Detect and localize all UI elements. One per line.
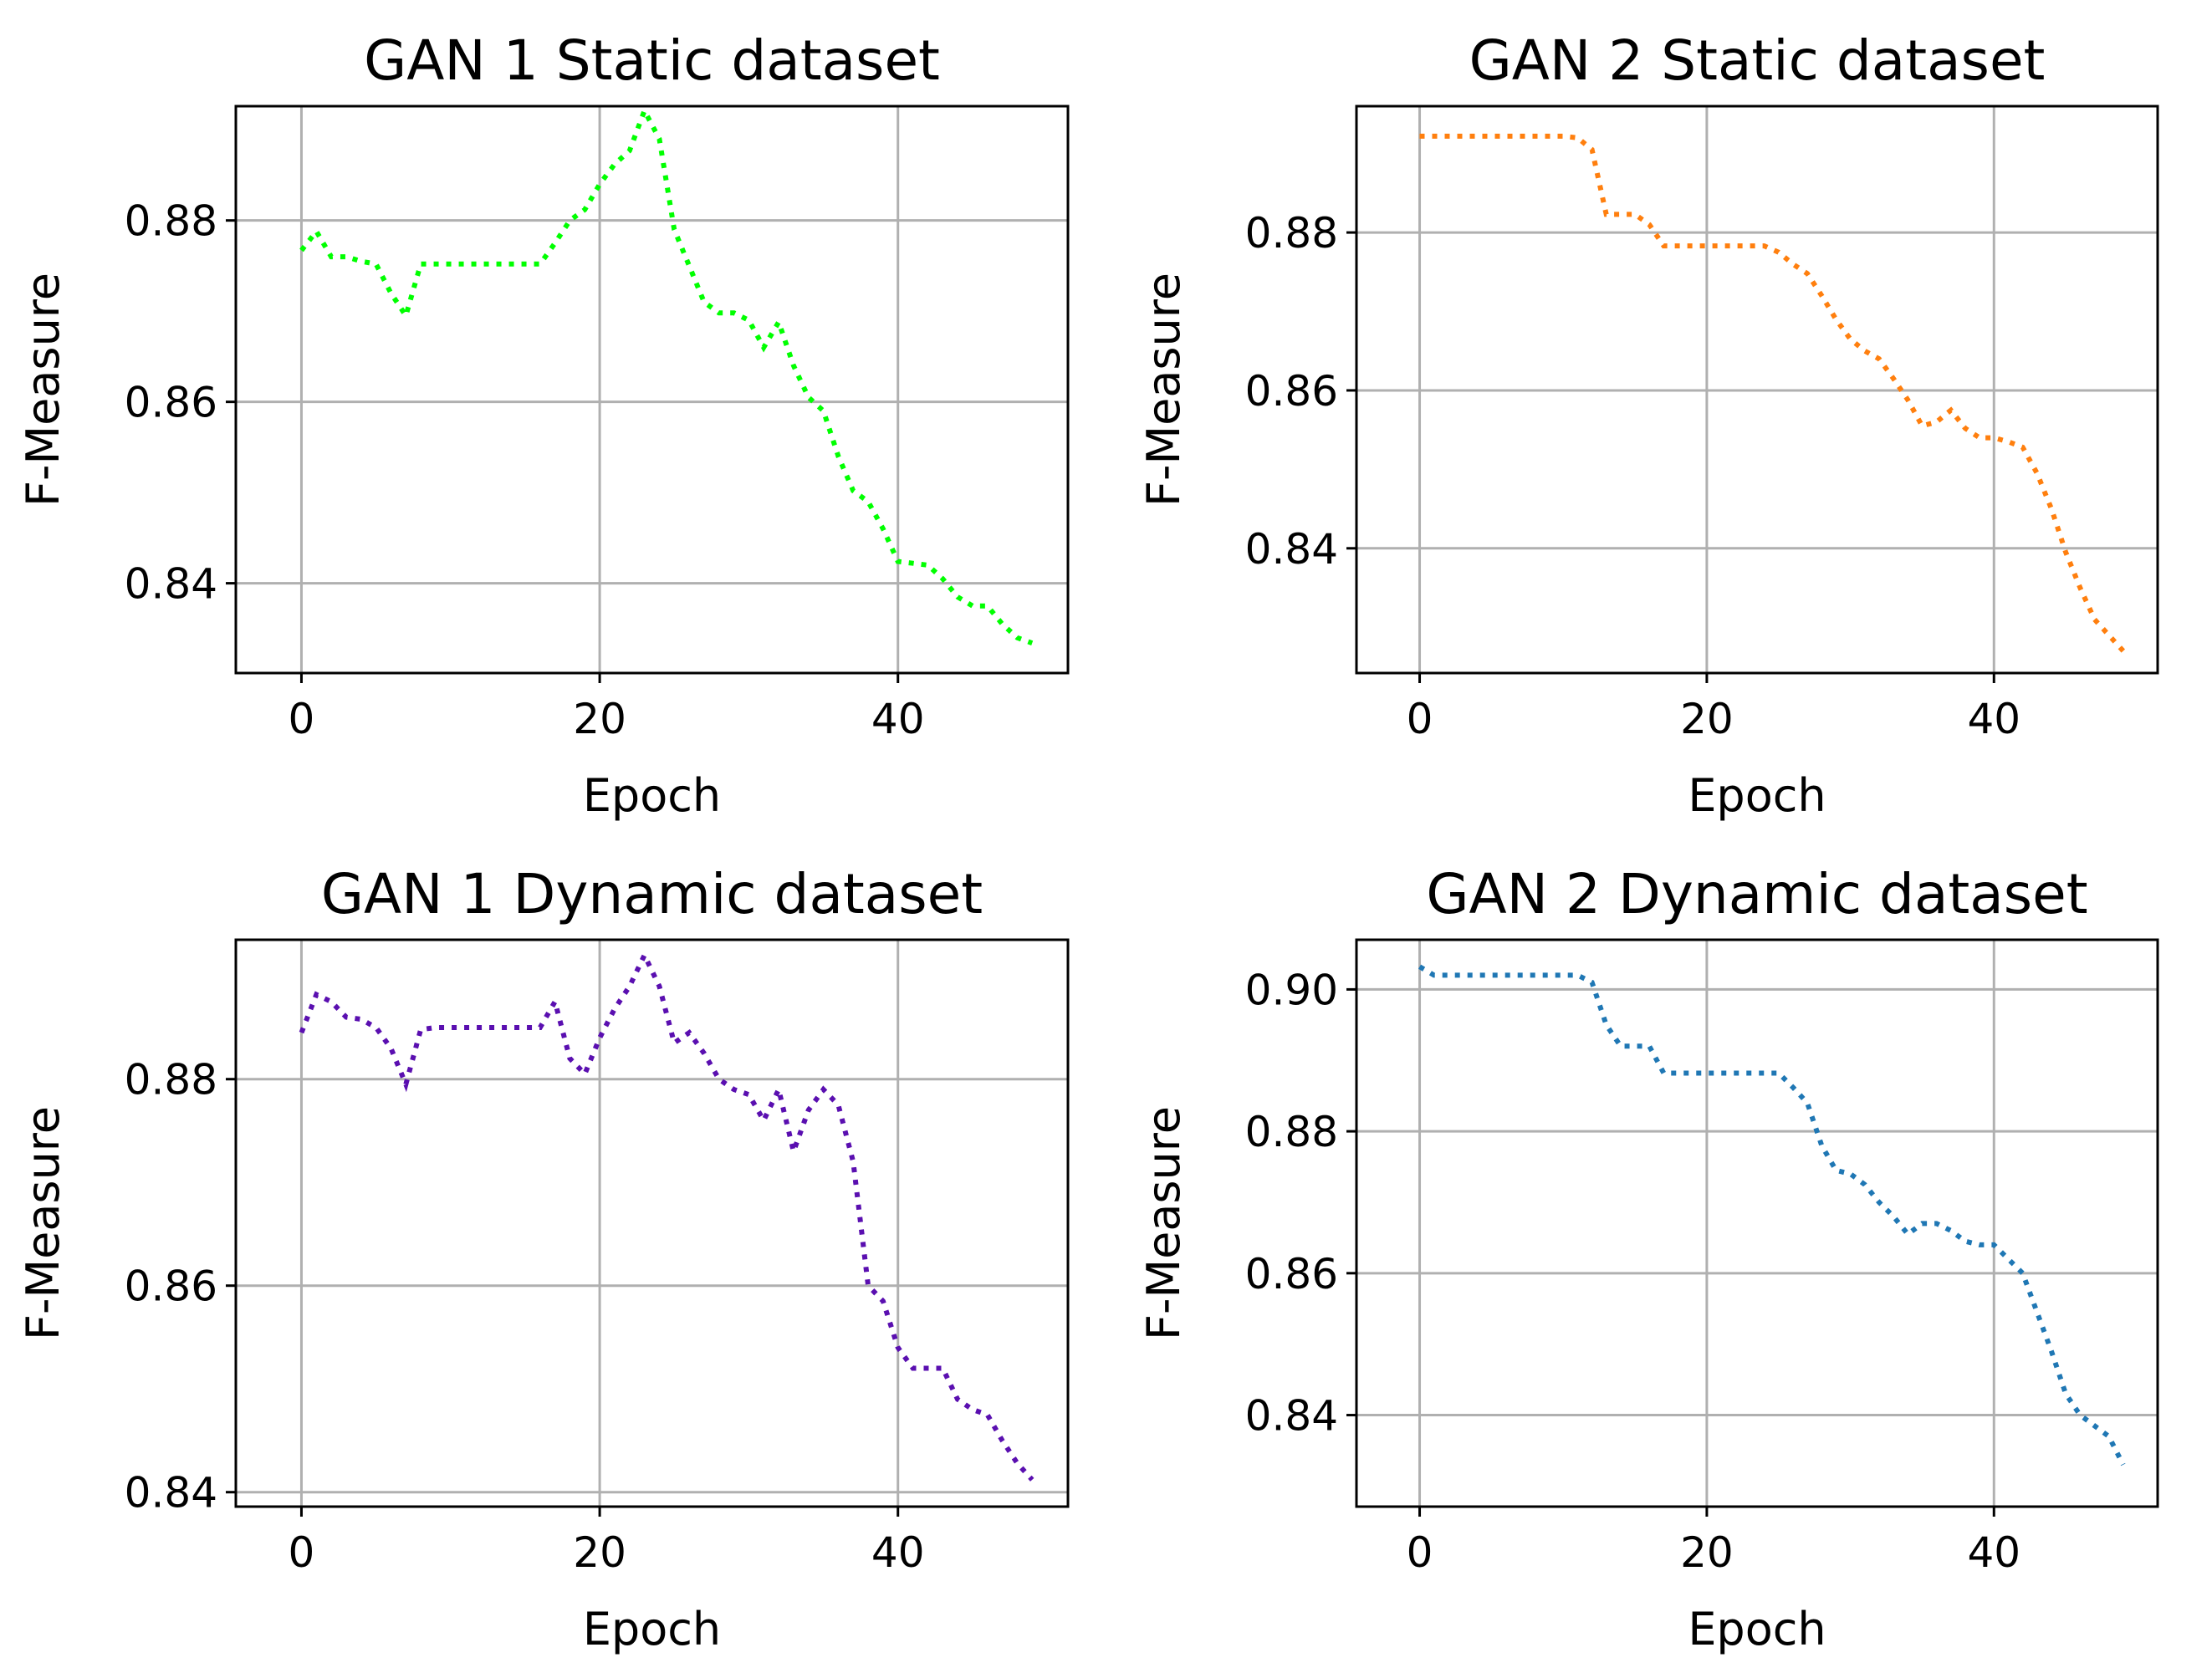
chart-panel-2: 0 20 40 0.84 0.86 0.88 GAN 2 Static dataset Epo…: [1137, 28, 2159, 822]
plot-frame: [234, 938, 1070, 1508]
series-line: [299, 949, 1034, 1482]
chart-panel-1: 0 20 40 0.84 0.86 0.88 GAN 1 Static dataset Epo…: [17, 28, 1070, 822]
y-axis-label: F-Measure: [1137, 1106, 1190, 1340]
y-tick-label: 0.86: [125, 379, 217, 427]
chart-title: GAN 2 Static dataset: [1469, 28, 2046, 93]
x-tick-label: 0: [289, 695, 315, 743]
series-line: [1418, 964, 2126, 1466]
chart-panel-3: 0 20 40 0.84 0.86 0.88 GAN 1 Dynamic dataset Ep…: [17, 862, 1070, 1655]
y-tick-label: 0.86: [1245, 367, 1338, 416]
x-tick-label: 0: [1407, 695, 1433, 743]
x-tick-label: 40: [871, 695, 925, 743]
y-axis-label: F-Measure: [17, 1106, 69, 1340]
x-axis-label: Epoch: [1688, 769, 1826, 822]
y-tick-label: 0.90: [1245, 966, 1338, 1014]
x-axis-label: Epoch: [1688, 1603, 1826, 1655]
chart-title: GAN 2 Dynamic dataset: [1426, 862, 2087, 926]
plot-frame: [234, 105, 1070, 675]
y-tick-label: 0.84: [125, 560, 217, 609]
series-line: [299, 105, 1034, 646]
y-tick-label: 0.88: [125, 197, 217, 246]
y-tick-label: 0.86: [1245, 1250, 1338, 1298]
x-tick-label: 40: [1967, 695, 2020, 743]
x-tick-label: 40: [871, 1528, 925, 1577]
chart-title: GAN 1 Dynamic dataset: [321, 862, 983, 926]
x-tick-label: 0: [1407, 1528, 1433, 1577]
y-tick-label: 0.84: [125, 1469, 217, 1517]
y-tick-label: 0.84: [1245, 525, 1338, 574]
y-tick-label: 0.88: [1245, 1108, 1338, 1156]
x-tick-label: 40: [1967, 1528, 2020, 1577]
y-tick-label: 0.88: [1245, 209, 1338, 258]
y-axis-label: F-Measure: [17, 273, 69, 507]
y-tick-label: 0.86: [125, 1262, 217, 1311]
x-tick-label: 20: [1680, 695, 1734, 743]
chart-title: GAN 1 Static dataset: [364, 28, 940, 93]
x-tick-label: 20: [573, 695, 626, 743]
x-tick-label: 20: [573, 1528, 626, 1577]
x-tick-label: 0: [289, 1528, 315, 1577]
chart-panel-4: 0 20 40 0.84 0.86 0.88 0.90 GAN 2 Dynamic datas…: [1137, 862, 2159, 1655]
y-tick-label: 0.84: [1245, 1392, 1338, 1441]
x-axis-label: Epoch: [583, 769, 721, 822]
y-axis-label: F-Measure: [1137, 273, 1190, 507]
y-tick-label: 0.88: [125, 1056, 217, 1104]
series-line: [1419, 133, 2126, 653]
x-tick-label: 20: [1680, 1528, 1734, 1577]
plot-frame: [1355, 938, 2159, 1508]
x-axis-label: Epoch: [583, 1603, 721, 1655]
